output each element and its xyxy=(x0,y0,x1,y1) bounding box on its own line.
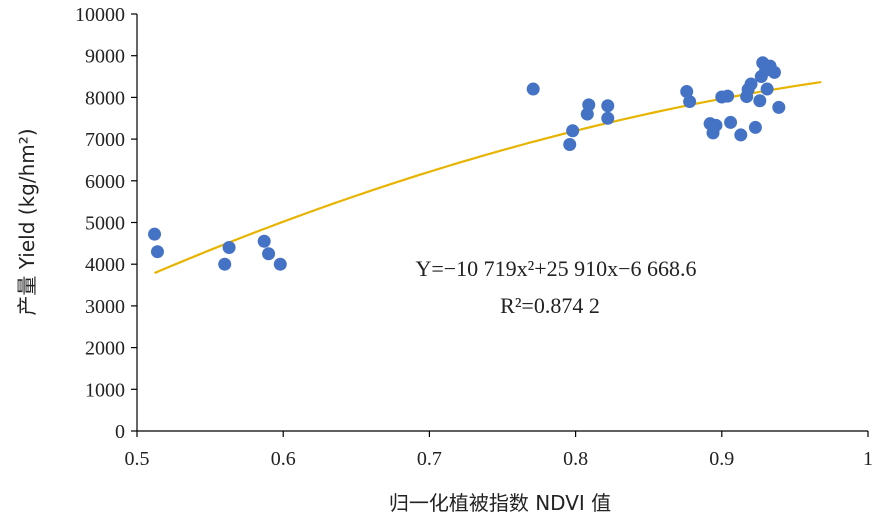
data-points xyxy=(148,56,786,271)
data-point xyxy=(262,247,276,261)
data-point xyxy=(257,234,271,248)
y-tick-label: 0 xyxy=(115,421,125,443)
data-point xyxy=(734,128,748,142)
data-point xyxy=(526,82,540,96)
y-tick-label: 4000 xyxy=(85,254,125,276)
r-squared-label: R²=0.874 2 xyxy=(500,293,600,318)
data-point xyxy=(721,89,735,103)
x-tick-label: 0.9 xyxy=(709,448,734,470)
y-tick-label: 7000 xyxy=(85,129,125,151)
data-point xyxy=(709,118,723,132)
trendline xyxy=(154,80,822,275)
data-point xyxy=(150,245,164,259)
data-point xyxy=(744,77,758,91)
y-tick-label: 1000 xyxy=(85,379,125,401)
data-point xyxy=(563,138,577,152)
y-axis-ticks: 0 1000 2000 3000 4000 5000 6000 7000 8000 9000 100… xyxy=(75,4,137,443)
data-point xyxy=(601,111,615,125)
y-tick-label: 6000 xyxy=(85,171,125,193)
x-tick-label: 0.7 xyxy=(417,448,442,470)
y-tick-label: 8000 xyxy=(85,87,125,109)
x-tick-label: 0.6 xyxy=(271,448,296,470)
data-point xyxy=(680,85,694,99)
data-point xyxy=(748,120,762,134)
y-tick-label: 2000 xyxy=(85,338,125,360)
x-axis-title: 归一化植被指数 NDVI 值 xyxy=(389,491,611,515)
data-point xyxy=(222,241,236,255)
data-point xyxy=(148,227,162,241)
x-tick-label: 1 xyxy=(863,448,873,470)
data-point xyxy=(566,124,580,138)
y-tick-label: 5000 xyxy=(85,213,125,235)
data-point xyxy=(767,65,781,79)
data-point xyxy=(683,95,697,109)
x-tick-label: 0.8 xyxy=(563,448,588,470)
y-tick-label: 10000 xyxy=(75,4,125,26)
data-point xyxy=(273,257,287,271)
data-point xyxy=(724,115,738,129)
data-point xyxy=(218,257,232,271)
y-tick-label: 9000 xyxy=(85,46,125,68)
data-point xyxy=(582,98,596,112)
data-point xyxy=(772,100,786,114)
y-tick-label: 3000 xyxy=(85,296,125,318)
data-point xyxy=(760,82,774,96)
equation-label: Y=−10 719x²+25 910x−6 668.6 xyxy=(415,256,696,281)
y-axis-title: 产量 Yield (kg/hm²) xyxy=(15,128,39,315)
data-point xyxy=(753,94,767,108)
data-point xyxy=(601,99,615,113)
x-tick-label: 0.5 xyxy=(125,448,150,470)
x-axis-ticks: 0.5 0.6 0.7 0.8 0.9 1 xyxy=(125,431,873,470)
